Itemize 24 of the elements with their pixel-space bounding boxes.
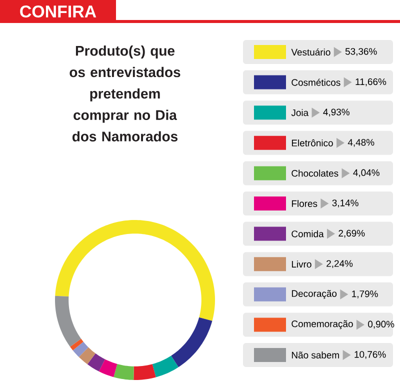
legend-label: Chocolates [292,170,338,177]
chart-title: CONFIRA [20,6,96,18]
legend-label: Eletrônico [292,139,333,146]
data-label: 0,90% [368,320,394,329]
data-label: 2,24% [326,260,353,268]
data-label: 11,66% [356,78,386,86]
legend-label: Joia [291,109,309,116]
legend-label: Decoração [292,290,337,299]
legend-label: Vestuário [291,48,330,56]
data-label: 53,36% [345,48,377,56]
legend-label: Livro [292,260,312,268]
data-label: 4,48% [348,138,374,147]
data-label: 3,14% [332,200,358,208]
legend-label: Flores [292,200,318,207]
legend-label: Comida [292,230,324,238]
data-label: 4,04% [353,169,380,178]
data-label: 4,93% [323,108,350,117]
data-label: 1,79% [352,290,378,298]
data-label: 2,69% [338,230,365,238]
text: Produto(s) que os entrevistados pretendem comprar no Dia dos Namorados [70,46,180,142]
legend-label: Cosméticos [292,78,340,86]
legend-label: Não sabem [292,352,339,358]
data-label: 10,76% [354,351,386,359]
legend-label: Comemoração [292,320,353,330]
